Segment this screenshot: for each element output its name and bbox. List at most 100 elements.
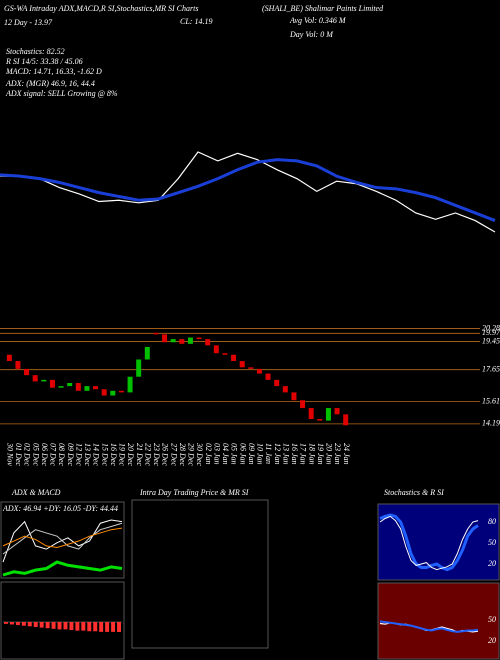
bar: [75, 622, 80, 631]
x-tick-label: 06 Dec: [40, 443, 49, 466]
bar: [39, 622, 44, 628]
x-tick-label: 15 Dec: [100, 443, 109, 466]
y-tick-label: 19.45: [482, 336, 500, 345]
candle-body: [6, 354, 12, 362]
series-line: [0, 158, 496, 222]
bar: [105, 622, 110, 632]
bar: [87, 622, 92, 632]
candle-body: [162, 334, 168, 343]
candle-body: [187, 337, 193, 344]
candle-body: [239, 361, 245, 368]
y-tick-label: 14.19: [482, 419, 500, 428]
panel-frame: [377, 503, 500, 581]
x-tick-label: 29 Dec: [187, 443, 196, 466]
candle-body: [144, 346, 150, 360]
x-tick-label: 09 Jan: [247, 443, 256, 465]
x-tick-label: 07 Dec: [49, 443, 58, 466]
annotation: GS-WA Intraday ADX,MACD,R SI,Stochastics…: [4, 4, 198, 13]
x-tick-label: 02 Jan: [204, 443, 213, 465]
annotation: Stochastics: 82.52: [6, 47, 65, 56]
x-tick-label: 04 Jan: [221, 443, 230, 465]
annotation: ADX: (MGR) 46.9, 16, 44.4: [5, 79, 95, 88]
candle-body: [32, 375, 38, 382]
annotation: Avg Vol: 0.346 M: [289, 16, 347, 25]
y-tick-label: 20: [488, 559, 496, 568]
x-tick-label: 24 Jan: [342, 443, 351, 465]
x-tick-label: 27 Dec: [169, 443, 178, 466]
x-tick-label: 09 Dec: [66, 443, 75, 466]
panel-title: Intra Day Trading Price & MR SI: [139, 488, 249, 497]
bar: [45, 622, 50, 629]
x-tick-label: 16 Jan: [290, 443, 299, 465]
candle-body: [308, 408, 314, 420]
candle-body: [222, 353, 228, 355]
x-tick-label: 26 Dec: [161, 443, 170, 466]
bar: [69, 622, 74, 631]
x-tick-label: 20 Jan: [325, 443, 334, 465]
bar: [57, 622, 62, 630]
bar: [15, 622, 20, 626]
bar: [21, 622, 26, 626]
candle-body: [325, 408, 331, 421]
x-tick-label: 20 Dec: [126, 443, 135, 466]
candle-body: [196, 337, 202, 340]
candle-body: [136, 359, 142, 377]
candle-body: [84, 386, 90, 391]
annotation: R SI 14/5: 33.38 / 45.06: [5, 57, 83, 66]
candle-body: [110, 390, 116, 396]
bar: [117, 622, 121, 632]
annotation: CL: 14.19: [180, 17, 212, 26]
series-line: [2, 522, 123, 555]
annotation: MACD: 14.71, 16.33, -1.62 D: [5, 67, 102, 76]
x-tick-label: 22 Dec: [143, 443, 152, 466]
candle-body: [101, 389, 107, 396]
candle-body: [75, 382, 81, 391]
annotation: Day Vol: 0 M: [289, 30, 334, 39]
bar: [27, 622, 32, 627]
candle-body: [179, 339, 185, 344]
series-line: [2, 519, 123, 563]
x-tick-label: 12 Dec: [74, 443, 83, 466]
x-tick-label: 02 Dec: [23, 443, 32, 466]
bar: [51, 622, 56, 629]
y-tick-label: 20: [488, 636, 496, 645]
annotation: ADX signal: SELL Growing @ 8%: [5, 89, 118, 98]
x-tick-label: 19 Jan: [316, 443, 325, 465]
series-line: [2, 560, 123, 577]
series-line: [379, 513, 479, 572]
candle-body: [334, 408, 340, 415]
panel-frame: [131, 499, 269, 649]
y-tick-label: 17.65: [482, 364, 500, 373]
panel-title: Stochastics & R SI: [384, 488, 444, 497]
candle-body: [58, 386, 64, 388]
x-tick-label: 14 Dec: [92, 443, 101, 466]
candle-body: [67, 382, 73, 387]
candle-body: [265, 373, 271, 380]
candle-body: [291, 392, 297, 401]
annotation: 12 Day - 13.97: [4, 18, 53, 27]
x-tick-label: 23 Jan: [333, 443, 342, 465]
x-tick-label: 30 Nov: [5, 442, 14, 466]
panel-title: ADX & MACD: [11, 488, 61, 497]
candle-body: [274, 379, 280, 387]
bar: [81, 622, 86, 631]
candle-body: [153, 332, 159, 335]
x-tick-label: 05 Dec: [31, 443, 40, 466]
annotation: (SHALI_BE) Shalimar Paints Limited: [262, 4, 384, 13]
y-tick-label: 15.61: [482, 396, 500, 405]
x-tick-label: 23 Dec: [152, 443, 161, 466]
x-tick-label: 10 Jan: [256, 443, 265, 465]
x-tick-label: 06 Jan: [238, 443, 247, 465]
bar: [9, 622, 14, 625]
bar: [63, 622, 68, 630]
candle-body: [127, 376, 133, 393]
y-tick-label: 19.97: [482, 328, 500, 337]
candle-body: [118, 390, 124, 393]
series-line: [0, 151, 496, 233]
bar: [93, 622, 98, 632]
x-tick-label: 17 Jan: [299, 443, 308, 465]
x-tick-label: 05 Jan: [230, 443, 239, 465]
panel-frame: [377, 582, 500, 660]
y-tick-label: 50: [488, 538, 496, 547]
candle-body: [256, 368, 262, 374]
